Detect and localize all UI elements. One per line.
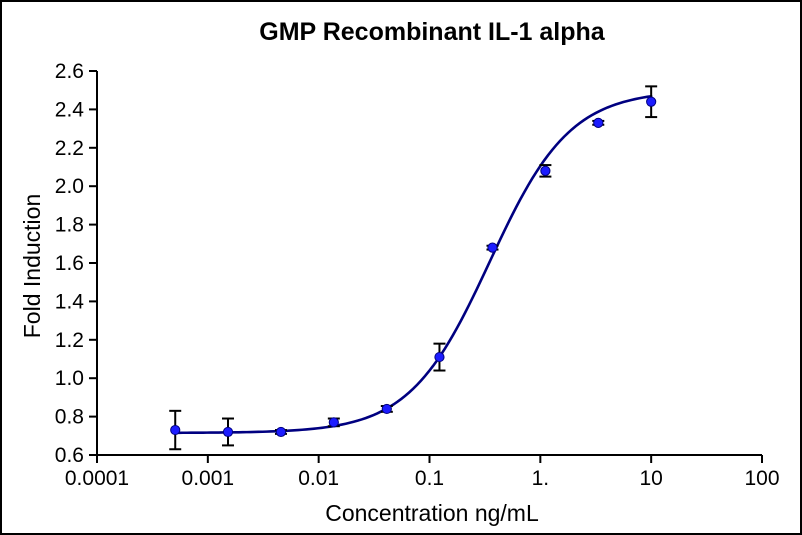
y-tick-label: 1.2 [55, 329, 84, 352]
data-point [275, 426, 287, 438]
x-tick-label: 0.01 [298, 467, 339, 490]
data-point [434, 351, 445, 363]
data-point [487, 242, 498, 253]
x-tick-label: 0.1 [415, 467, 444, 490]
data-point [540, 165, 551, 176]
y-tick-label: 1.4 [55, 290, 85, 313]
data-point [646, 96, 657, 107]
y-tick-label: 2.0 [55, 175, 84, 198]
data-point [328, 417, 339, 428]
data-point [381, 403, 392, 415]
y-tick-label: 1.6 [55, 252, 84, 275]
x-tick-label: 100 [744, 467, 779, 490]
y-tick-label: 1.0 [55, 367, 84, 390]
y-tick-label: 0.8 [55, 406, 84, 429]
y-tick-label: 1.8 [55, 214, 84, 237]
x-tick-label: 0.001 [182, 467, 235, 490]
x-tick-label: 1. [532, 467, 550, 490]
y-tick-label: 2.4 [55, 98, 85, 121]
data-point [170, 424, 181, 436]
chart-title: GMP Recombinant IL-1 alpha [259, 18, 605, 46]
y-tick-label: 2.2 [55, 137, 84, 160]
fit-curve [173, 94, 653, 435]
x-tick-label: 10 [639, 467, 662, 490]
data-point [593, 117, 604, 128]
x-axis-title: Concentration ng/mL [325, 500, 539, 526]
x-tick-label: 0.0001 [65, 467, 129, 490]
data-point [222, 426, 234, 438]
y-tick-label: 0.6 [55, 444, 84, 467]
y-tick-label: 2.6 [55, 60, 84, 83]
